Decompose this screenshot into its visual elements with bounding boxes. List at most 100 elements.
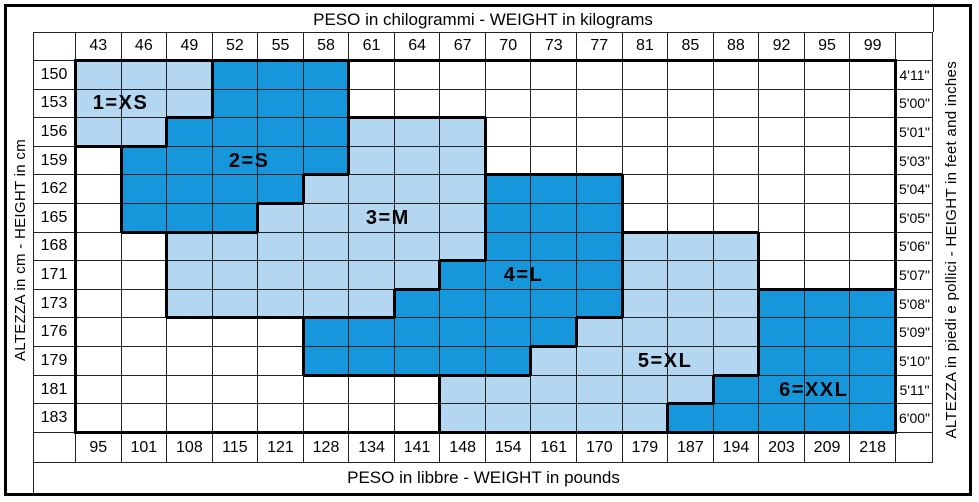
grid-cell-150-77	[576, 59, 623, 90]
grid-cell-173-67	[439, 288, 486, 319]
corner-cell	[895, 432, 933, 463]
region-label: 1=XS	[92, 92, 149, 115]
grid-cell-183-70	[484, 403, 532, 434]
grid-cell-153-99	[849, 88, 897, 119]
grid-cell-176-88	[712, 317, 761, 348]
kg-value-cell: 77	[576, 32, 623, 61]
left-axis-label: ALTEZZA in cm - HEIGHT in cm	[11, 138, 29, 362]
lbs-value-cell: 141	[393, 432, 441, 463]
grid-cell-183-99	[849, 403, 897, 434]
grid-cell-183-46	[120, 403, 168, 434]
grid-cell-150-49	[166, 59, 214, 90]
cm-value-cell: 176	[33, 317, 76, 348]
grid-cell-171-77	[576, 260, 624, 290]
grid-row: 181 6=XXL 5'11"	[33, 373, 933, 406]
grid-cell-179-73	[529, 345, 578, 376]
grid-cell-173-49	[165, 288, 213, 320]
grid-cell-171-46	[120, 260, 169, 290]
left-axis-strip: ALTEZZA in cm - HEIGHT in cm	[7, 7, 33, 493]
cm-value-cell: 183	[33, 403, 76, 433]
grid-cell-183-81	[621, 403, 670, 434]
feet-value-cell: 5'01"	[895, 117, 933, 147]
grid-cell-156-49	[165, 116, 213, 147]
grid-cell-150-43	[74, 59, 122, 90]
grid-cell-159-64	[393, 145, 441, 176]
grid-cell-153-58	[302, 88, 351, 119]
region-label: 6=XXL	[779, 378, 849, 401]
grid-cell-171-58	[302, 260, 350, 290]
grid-cell-179-85	[667, 346, 714, 376]
grid-cell-176-43	[74, 317, 122, 348]
lbs-value-cell: 95	[75, 432, 122, 463]
grid-row: 153 1=XS 5'00"	[33, 88, 933, 120]
grid-cell-165-52	[211, 203, 260, 234]
kg-value-cell: 81	[621, 32, 669, 61]
grid-cell-153-61	[347, 88, 395, 120]
grid-cell-162-95	[803, 174, 851, 205]
grid-cell-150-55	[257, 59, 304, 90]
grid-cell-150-58	[302, 59, 351, 90]
grid-cell-153-81	[621, 88, 669, 119]
lbs-value-cell: 161	[530, 432, 578, 463]
grid-cell-183-49	[166, 403, 213, 434]
grid-cell-179-43	[74, 346, 122, 376]
lbs-value-cell: 134	[348, 432, 395, 463]
feet-value-cell: 5'06"	[895, 231, 933, 262]
grid-cell-153-67	[439, 88, 486, 120]
grid-cell-171-95	[803, 260, 851, 291]
grid-cell-179-77	[576, 346, 623, 376]
grid-cell-179-67	[439, 346, 486, 377]
grid-cell-176-55	[257, 316, 305, 348]
grid-cell-173-92	[757, 287, 805, 319]
grid-cell-153-70	[484, 88, 532, 119]
lbs-value-cell: 101	[120, 432, 168, 463]
grid-cell-162-52	[211, 174, 259, 205]
grid-cell-153-55	[257, 88, 304, 119]
grid-cell-165-70	[483, 203, 532, 233]
grid-cell-165-58	[302, 203, 350, 233]
grid-cell-168-88	[712, 230, 761, 262]
grid-cell-176-95	[803, 317, 851, 348]
grid-cell-173-55	[257, 288, 304, 320]
grid-cell-156-46	[120, 117, 169, 148]
grid-row: 165 3=M 5'05"	[33, 202, 933, 234]
grid-cell-173-58	[302, 288, 350, 320]
grid-cell-176-61	[348, 316, 395, 348]
bottom-axis-title: PESO in libbre - WEIGHT in pounds	[33, 463, 933, 493]
grid-cell-173-64	[392, 287, 441, 319]
grid-cell-168-73	[530, 231, 578, 262]
grid-cell-156-77	[576, 117, 623, 147]
grid-body: 43 46 49 52 55 58 61 64 67 70 73 77 81 85 88 92 95 99 150 4…	[33, 32, 933, 463]
kg-value-cell: 58	[302, 32, 350, 61]
corner-cell	[33, 32, 76, 61]
grid-cell-168-99	[849, 231, 897, 262]
cm-value-cell: 181	[33, 374, 76, 405]
grid-cell-159-95	[803, 145, 851, 176]
corner-cell	[33, 432, 76, 463]
grid-cell-165-88	[712, 203, 760, 234]
grid-cell-162-67	[439, 174, 487, 205]
grid-cell-150-88	[712, 59, 760, 90]
region-label: 3=M	[365, 206, 410, 229]
grid-cell-156-85	[667, 117, 714, 147]
grid-cell-159-58	[302, 145, 351, 177]
grid-cell-156-64	[393, 116, 441, 147]
kg-header-row: 43 46 49 52 55 58 61 64 67 70 73 77 81 85 88 92 95 99	[33, 32, 933, 61]
lbs-value-cell: 115	[211, 432, 259, 463]
grid-cell-171-70: 4=L	[484, 260, 542, 290]
grid-cell-181-92: 6=XXL	[758, 374, 847, 405]
grid-cell-181-77	[576, 374, 623, 405]
grid-cell-173-88	[712, 288, 761, 319]
grid-cell-176-77	[575, 316, 623, 348]
lbs-value-cell: 179	[621, 432, 669, 463]
grid-cell-162-58	[301, 173, 350, 205]
grid-cell-168-95	[803, 231, 851, 262]
grid-cell-159-99	[849, 145, 897, 176]
grid-cell-181-70	[484, 373, 532, 405]
grid-cell-173-81	[620, 288, 669, 319]
cm-value-cell: 165	[33, 203, 76, 233]
grid-cell-153-64	[393, 88, 441, 120]
lbs-value-cell: 203	[758, 432, 805, 463]
kg-value-cell: 92	[758, 32, 805, 61]
grid-cell-162-77	[576, 173, 624, 205]
